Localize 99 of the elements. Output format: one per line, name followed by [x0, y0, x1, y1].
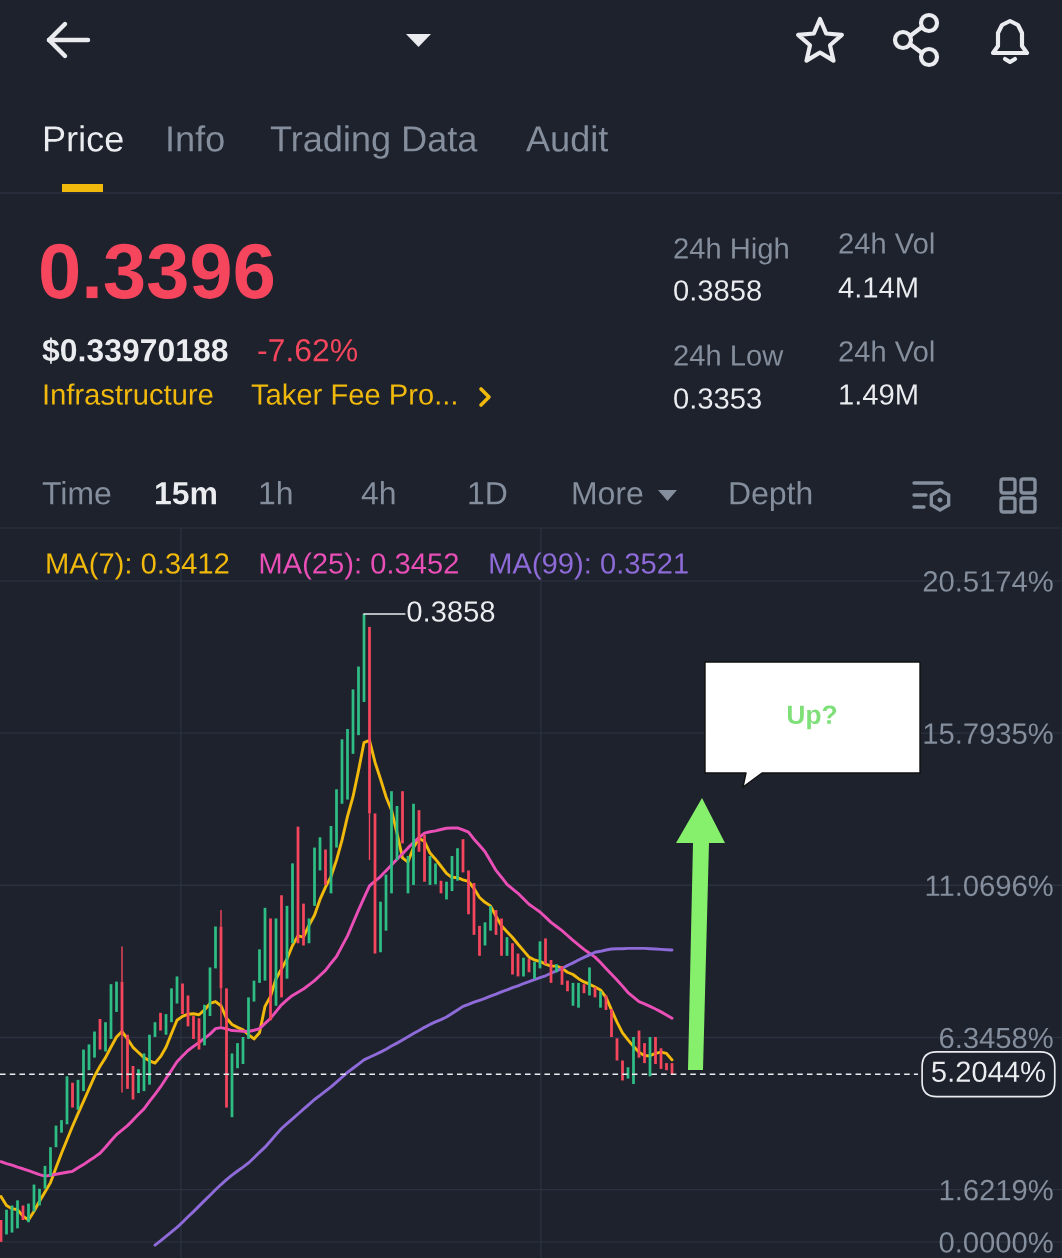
candlestick	[434, 863, 437, 885]
candlestick	[379, 901, 382, 953]
annotation: 0.3858	[407, 601, 495, 622]
text: Time	[42, 481, 111, 505]
candlestick	[16, 1200, 19, 1229]
text: 4.14M	[838, 277, 917, 298]
candlestick	[324, 849, 327, 885]
candlestick	[203, 1004, 206, 1046]
text: -7.62%	[258, 338, 358, 362]
y-tick-label: 1.6219%	[940, 1179, 1053, 1201]
y-tick-label: 6.3458%	[940, 1027, 1053, 1049]
candlestick	[467, 870, 470, 915]
candlestick	[445, 881, 448, 900]
y-tick-label: 15.7935%	[924, 723, 1053, 744]
candlestick	[236, 1043, 239, 1069]
text: 24h Vol	[839, 340, 934, 362]
candlestick	[456, 848, 459, 881]
candlestick	[247, 997, 250, 1039]
text: 1h	[260, 481, 292, 505]
candlestick	[104, 1022, 107, 1052]
text: Taker Fee Pro...	[251, 383, 456, 405]
candlestick	[588, 967, 591, 996]
text: $0.33970188	[42, 337, 228, 364]
candlestick	[500, 918, 503, 956]
y-tick-label: 11.0696%	[926, 875, 1053, 897]
text: Trading Data	[270, 125, 478, 159]
text: 24h Vol	[839, 232, 934, 254]
text: 5.2044%	[932, 1061, 1045, 1083]
candlestick	[544, 938, 547, 965]
line-series	[153, 946, 674, 1247]
candlestick	[621, 1060, 624, 1081]
candlestick	[511, 943, 514, 975]
candlestick	[577, 982, 580, 1008]
text: Depth	[730, 481, 812, 511]
candlestick	[599, 991, 602, 1008]
candlestick	[269, 918, 272, 1021]
text: 24h Low	[674, 344, 784, 366]
candlestick	[643, 1043, 646, 1064]
candlestick	[258, 949, 261, 983]
candlestick	[302, 903, 305, 946]
candlestick	[566, 980, 569, 992]
candlestick	[38, 1188, 41, 1206]
candlestick	[49, 1147, 52, 1177]
candlestick	[214, 926, 217, 969]
text: More	[573, 482, 643, 505]
text: 4h	[361, 481, 395, 505]
y-tick-label: 20.5174%	[923, 571, 1053, 592]
candlestick	[665, 1063, 668, 1071]
candlestick	[533, 961, 536, 979]
text: 24h High	[674, 237, 788, 265]
text: 0.3396	[41, 243, 274, 299]
candlestick	[610, 1008, 613, 1037]
candlestick	[368, 626, 371, 861]
candlestick	[115, 981, 118, 1012]
text: Infrastructure	[44, 383, 213, 405]
candlestick	[632, 1037, 635, 1085]
candlestick	[181, 983, 184, 1015]
text: 0.3858	[674, 280, 761, 301]
text: 0.3353	[674, 388, 761, 409]
text: MA(25): 0.3452	[260, 552, 458, 580]
candlestick	[412, 803, 415, 885]
candlestick	[522, 957, 525, 977]
candlestick	[170, 988, 173, 1023]
candlestick	[335, 789, 338, 848]
candlestick	[555, 964, 558, 973]
text: Info	[168, 125, 224, 152]
text: 1D	[469, 482, 507, 505]
candlestick	[60, 1120, 63, 1133]
candlestick	[346, 729, 349, 800]
candlestick	[93, 1031, 96, 1058]
text: MA(99): 0.3521	[490, 552, 688, 580]
candlestick	[478, 925, 481, 956]
candlestick	[423, 835, 426, 882]
text: 1.49M	[840, 384, 917, 405]
candlestick	[159, 1012, 162, 1031]
candlestick	[280, 895, 283, 998]
candlestick	[148, 1034, 151, 1085]
text: Price	[44, 125, 123, 152]
candlestick	[401, 791, 404, 844]
text: Up?	[787, 705, 837, 730]
candlestick	[313, 847, 316, 906]
candlestick	[390, 791, 393, 894]
candlestick	[82, 1049, 85, 1092]
y-tick-label: 0.0000%	[939, 1232, 1053, 1253]
candlestick	[291, 863, 294, 944]
candlestick	[27, 1203, 30, 1223]
candlestick	[489, 905, 492, 931]
candlestick	[357, 666, 360, 736]
candlestick	[225, 988, 228, 1108]
candlestick	[71, 1082, 74, 1108]
text: Audit	[526, 125, 609, 152]
candlestick	[126, 1034, 129, 1089]
candlestick	[5, 1209, 8, 1235]
text: MA(7): 0.3412	[47, 552, 229, 580]
text: 15m	[156, 482, 216, 505]
line-series	[0, 826, 674, 1178]
candlestick	[137, 1069, 140, 1094]
candlestick	[654, 1037, 657, 1065]
candlestick	[192, 1016, 195, 1039]
